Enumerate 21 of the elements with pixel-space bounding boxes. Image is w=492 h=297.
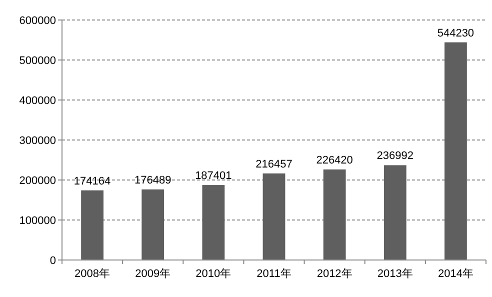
data-label: 226420 [316, 154, 353, 166]
data-label: 176489 [134, 174, 172, 186]
x-tick-label: 2010年 [196, 268, 232, 280]
data-label: 236992 [376, 150, 414, 162]
data-label: 544230 [437, 27, 474, 40]
data-label: 216457 [256, 158, 292, 170]
x-tick-label: 2008年 [74, 268, 110, 280]
x-tick-label: 2014年 [438, 268, 474, 280]
data-label: 174164 [74, 175, 111, 188]
y-tick-label: 400000 [19, 95, 56, 107]
y-tick-label: 600000 [19, 15, 56, 27]
x-tick-label: 2012年 [316, 268, 352, 280]
y-tick-label: 100000 [19, 215, 56, 227]
x-tick-label: 2009年 [135, 268, 171, 280]
x-tick-label: 2013年 [377, 268, 413, 280]
data-label: 187401 [195, 170, 232, 182]
y-tick-label: 0 [50, 255, 56, 267]
y-tick-label: 300000 [19, 135, 56, 147]
y-tick-label: 200000 [19, 175, 56, 187]
x-tick-label: 2011年 [256, 268, 292, 280]
y-tick-label: 500000 [19, 55, 56, 67]
